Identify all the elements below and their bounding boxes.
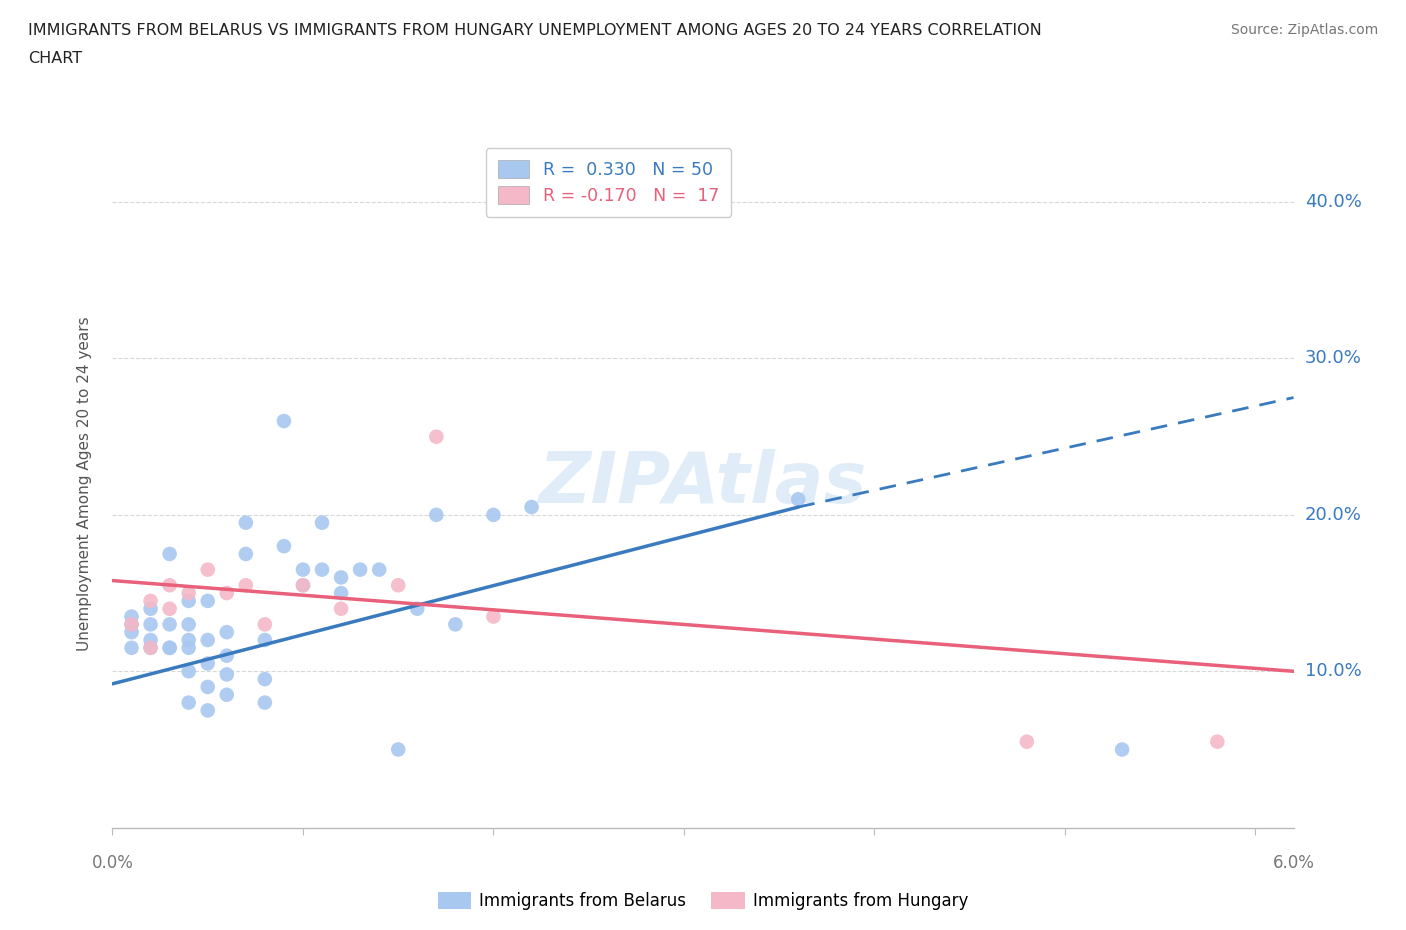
Text: 0.0%: 0.0% <box>91 854 134 872</box>
Text: 20.0%: 20.0% <box>1305 506 1361 524</box>
Point <box>177 641 200 656</box>
Point <box>215 625 238 640</box>
Point <box>121 625 143 640</box>
Point <box>368 562 391 577</box>
Text: 30.0%: 30.0% <box>1305 350 1361 367</box>
Point <box>177 617 200 631</box>
Point <box>253 617 276 631</box>
Point <box>197 593 219 608</box>
Point <box>159 641 181 656</box>
Point <box>197 703 219 718</box>
Point <box>291 562 314 577</box>
Point <box>235 547 257 562</box>
Point <box>387 742 409 757</box>
Text: ZIPAtlas: ZIPAtlas <box>538 449 868 518</box>
Point <box>121 617 143 631</box>
Point <box>291 578 314 592</box>
Point <box>273 414 295 429</box>
Point <box>139 617 162 631</box>
Point <box>235 578 257 592</box>
Text: Source: ZipAtlas.com: Source: ZipAtlas.com <box>1230 23 1378 37</box>
Text: 6.0%: 6.0% <box>1272 854 1315 872</box>
Point <box>425 430 447 445</box>
Point <box>1015 735 1038 750</box>
Point <box>311 515 333 530</box>
Point <box>215 648 238 663</box>
Point <box>139 641 162 656</box>
Point <box>253 671 276 686</box>
Point <box>253 632 276 647</box>
Point <box>197 656 219 671</box>
Point <box>349 562 371 577</box>
Point <box>139 632 162 647</box>
Point <box>330 602 353 617</box>
Point <box>215 687 238 702</box>
Point <box>406 602 429 617</box>
Point <box>197 680 219 695</box>
Point <box>425 508 447 523</box>
Point <box>121 617 143 631</box>
Text: 40.0%: 40.0% <box>1305 193 1361 211</box>
Point <box>330 586 353 601</box>
Point <box>482 508 505 523</box>
Point <box>235 515 257 530</box>
Point <box>177 632 200 647</box>
Text: 10.0%: 10.0% <box>1305 662 1361 680</box>
Text: CHART: CHART <box>28 51 82 66</box>
Point <box>197 632 219 647</box>
Legend: R =  0.330   N = 50, R = -0.170   N =  17: R = 0.330 N = 50, R = -0.170 N = 17 <box>485 148 731 217</box>
Point <box>159 641 181 656</box>
Point <box>482 609 505 624</box>
Point <box>215 667 238 682</box>
Text: IMMIGRANTS FROM BELARUS VS IMMIGRANTS FROM HUNGARY UNEMPLOYMENT AMONG AGES 20 TO: IMMIGRANTS FROM BELARUS VS IMMIGRANTS FR… <box>28 23 1042 38</box>
Point <box>121 609 143 624</box>
Point <box>197 562 219 577</box>
Point <box>330 570 353 585</box>
Point <box>159 602 181 617</box>
Y-axis label: Unemployment Among Ages 20 to 24 years: Unemployment Among Ages 20 to 24 years <box>77 316 91 651</box>
Point <box>159 578 181 592</box>
Point <box>387 578 409 592</box>
Point <box>159 547 181 562</box>
Point <box>215 586 238 601</box>
Point <box>520 499 543 514</box>
Point <box>139 641 162 656</box>
Point <box>177 586 200 601</box>
Point <box>787 492 810 507</box>
Point <box>159 617 181 631</box>
Legend: Immigrants from Belarus, Immigrants from Hungary: Immigrants from Belarus, Immigrants from… <box>432 885 974 917</box>
Point <box>1111 742 1133 757</box>
Point <box>121 641 143 656</box>
Point <box>273 538 295 553</box>
Point <box>139 602 162 617</box>
Point <box>291 578 314 592</box>
Point <box>177 593 200 608</box>
Point <box>311 562 333 577</box>
Point <box>177 664 200 679</box>
Point <box>253 695 276 710</box>
Point <box>177 695 200 710</box>
Point <box>1206 735 1229 750</box>
Point <box>444 617 467 631</box>
Point <box>139 593 162 608</box>
